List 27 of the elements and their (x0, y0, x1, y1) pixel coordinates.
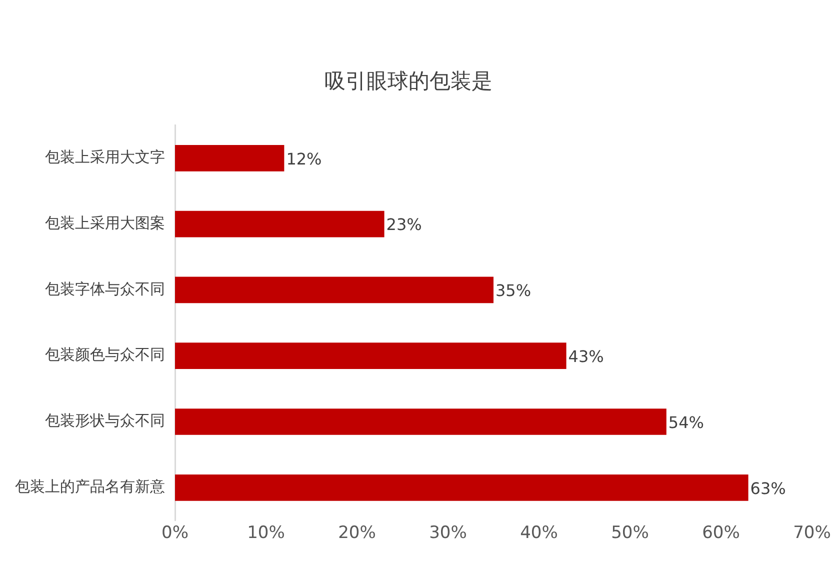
data-label: 12% (286, 149, 322, 168)
x-tick-label: 20% (338, 523, 376, 544)
y-tick-label: 包装上的产品名有新意 (15, 478, 165, 496)
y-tick-label: 包装颜色与众不同 (45, 346, 165, 364)
data-label: 23% (386, 215, 422, 234)
data-label: 43% (568, 347, 604, 366)
x-tick-label: 10% (247, 523, 285, 544)
bar (175, 144, 284, 172)
y-tick-label: 包装上采用大图案 (45, 214, 165, 232)
data-label: 35% (496, 281, 532, 300)
y-tick-label: 包装形状与众不同 (45, 412, 165, 430)
x-tick-label: 50% (611, 523, 649, 544)
x-tick-label: 60% (702, 523, 740, 544)
bar (175, 210, 384, 238)
data-label: 54% (668, 412, 704, 432)
chart-title: 吸引眼球的包装是 (324, 69, 492, 94)
x-tick-label: 70% (793, 523, 831, 544)
y-tick-label: 包装上采用大文字 (45, 148, 165, 166)
x-tick-label: 0% (162, 523, 188, 544)
bar (175, 342, 566, 370)
bar (175, 408, 666, 435)
x-tick-label: 40% (520, 523, 558, 544)
bar (175, 474, 748, 501)
bar (175, 276, 494, 304)
data-label: 63% (750, 478, 786, 498)
x-tick-label: 30% (429, 523, 467, 544)
y-tick-label: 包装字体与众不同 (45, 280, 165, 298)
